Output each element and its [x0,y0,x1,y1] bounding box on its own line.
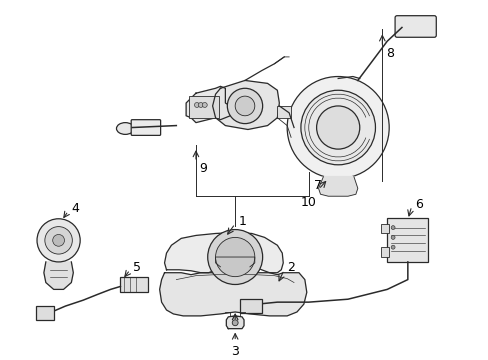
Circle shape [390,235,394,239]
Text: 2: 2 [286,261,294,274]
Circle shape [45,226,72,254]
Circle shape [390,226,394,230]
Text: 1: 1 [239,215,246,228]
Circle shape [207,230,262,284]
Polygon shape [164,233,283,273]
Circle shape [232,320,238,326]
Text: 4: 4 [71,202,79,215]
Bar [189,96,218,118]
Polygon shape [226,316,244,329]
Circle shape [227,88,262,123]
Text: 8: 8 [386,48,393,60]
Bar [381,247,388,257]
Text: 3: 3 [231,345,239,358]
FancyBboxPatch shape [131,120,160,135]
Text: 10: 10 [300,196,316,209]
Circle shape [390,245,394,249]
Bar [381,224,388,234]
Polygon shape [212,80,279,130]
Circle shape [286,77,388,179]
Polygon shape [159,273,306,316]
Bar [240,299,261,313]
Polygon shape [318,177,357,196]
FancyBboxPatch shape [394,16,435,37]
Text: 7: 7 [313,179,321,192]
Text: 6: 6 [414,198,422,211]
Bar [36,306,54,320]
Circle shape [53,234,64,246]
Circle shape [202,103,207,107]
Ellipse shape [116,123,134,134]
Bar [277,106,290,118]
Polygon shape [186,86,230,123]
Circle shape [37,219,80,262]
Bar [120,276,147,292]
Circle shape [300,90,375,165]
Circle shape [235,96,254,116]
Text: 9: 9 [199,162,206,175]
Circle shape [215,237,254,276]
Polygon shape [44,262,73,289]
Circle shape [198,103,203,107]
Circle shape [316,106,359,149]
Circle shape [194,103,199,107]
Text: 5: 5 [133,261,141,274]
Bar [386,218,427,262]
